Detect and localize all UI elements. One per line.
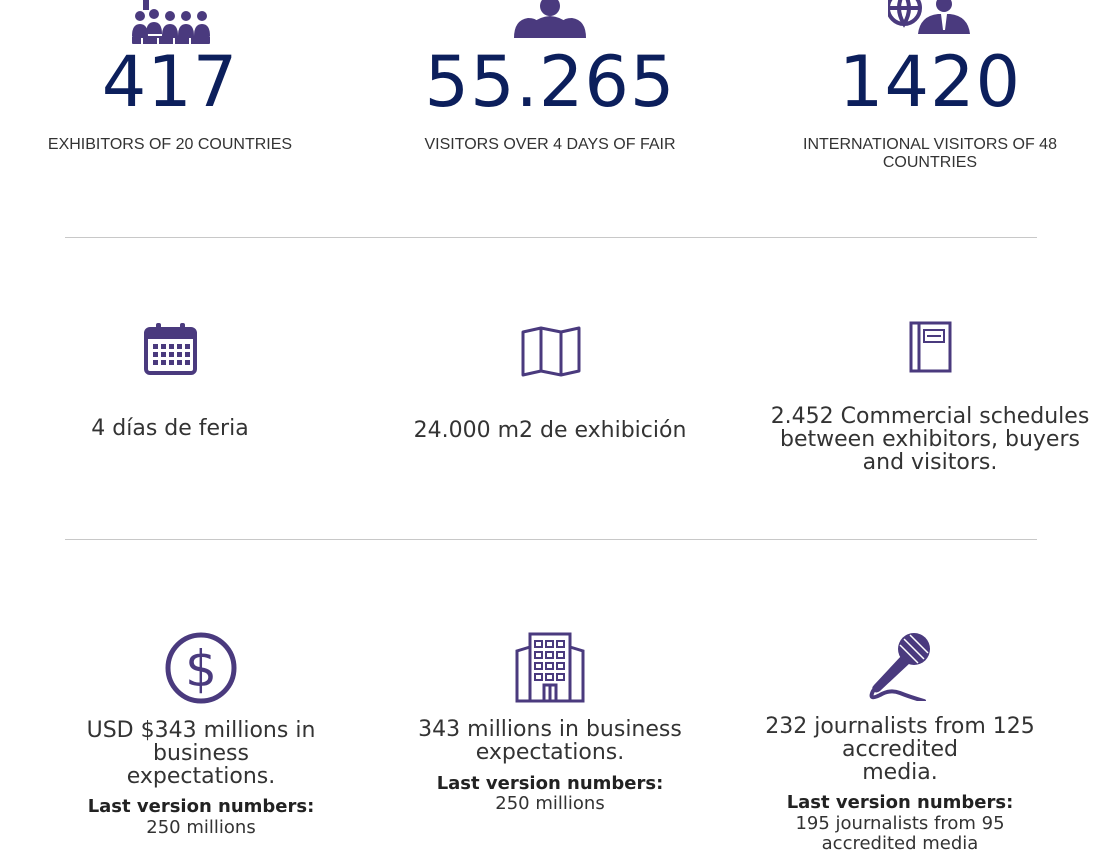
result-line3: media.	[862, 760, 938, 785]
result-line2: expectations.	[475, 740, 625, 765]
group-icon	[130, 0, 212, 44]
result-line1: 343 millions in business	[418, 717, 682, 742]
stat-number: 55.265	[424, 41, 676, 123]
feature-line2: between exhibitors, buyers	[780, 427, 1080, 452]
last-version-value-line2: accredited media	[821, 833, 979, 854]
result-line1: USD $343 millions in	[86, 718, 316, 743]
calendar-icon	[144, 323, 197, 375]
map-icon	[521, 326, 581, 377]
last-version-label: Last version numbers:	[87, 796, 315, 817]
stat-caption-line2: COUNTRIES	[882, 154, 978, 171]
result-line2: business	[153, 741, 249, 766]
microphone-icon	[866, 631, 932, 701]
globe-person-icon	[888, 0, 972, 34]
stat-caption: EXHIBITORS OF 20 COUNTRIES	[47, 136, 293, 153]
feature-text: 24.000 m2 de exhibición	[413, 418, 687, 443]
stat-caption-line1: INTERNATIONAL VISITORS OF 48	[803, 136, 1057, 153]
last-version-label: Last version numbers:	[436, 773, 664, 794]
feature-line1: 2.452 Commercial schedules	[770, 404, 1090, 429]
divider-bottom	[65, 539, 1037, 540]
people-icon	[508, 0, 592, 38]
svg-text:$: $	[185, 640, 217, 698]
last-version-label: Last version numbers:	[786, 792, 1014, 813]
divider-top	[65, 237, 1037, 238]
building-icon	[514, 631, 586, 703]
stat-caption: VISITORS OVER 4 DAYS OF FAIR	[424, 136, 676, 153]
notebook-icon	[909, 321, 952, 373]
feature-line3: and visitors.	[862, 450, 998, 475]
result-line2: accredited	[842, 737, 958, 762]
last-version-value-line1: 195 journalists from 95	[795, 813, 1005, 834]
result-line3: expectations.	[126, 764, 276, 789]
last-version-value: 250 millions	[495, 793, 605, 814]
dollar-icon: $	[164, 631, 238, 705]
result-line1: 232 journalists from 125	[765, 714, 1035, 739]
last-version-value: 250 millions	[146, 817, 256, 838]
feature-text: 4 días de feria	[91, 416, 249, 441]
stat-number: 1420	[838, 41, 1022, 123]
stat-number: 417	[101, 41, 239, 123]
